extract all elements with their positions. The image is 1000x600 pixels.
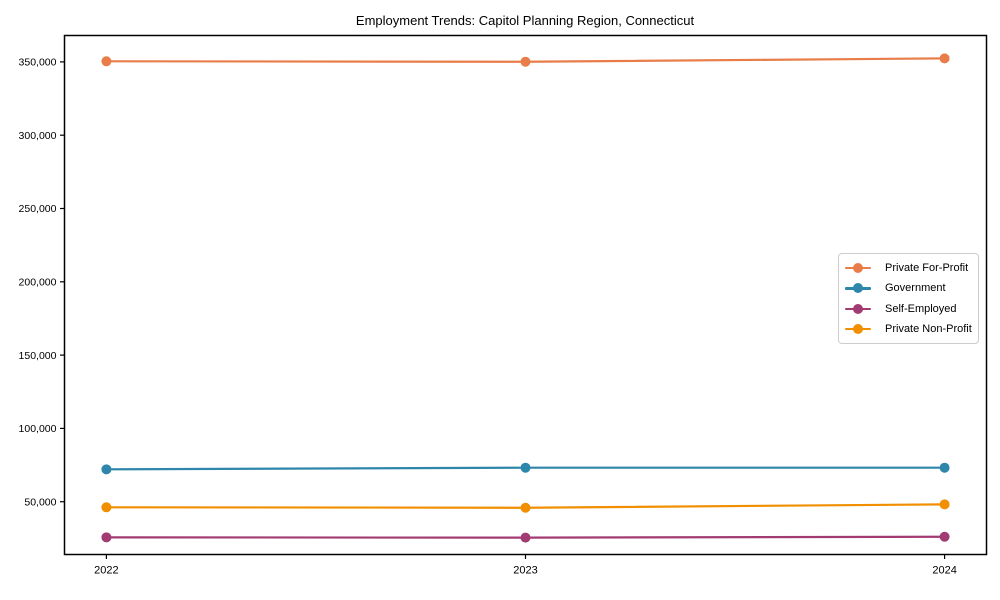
legend-label: Government [885, 282, 946, 295]
data-point [520, 532, 531, 543]
y-tick-label: 100,000 [19, 423, 57, 435]
data-point [101, 532, 112, 543]
legend-label: Private For-Profit [885, 262, 969, 275]
legend-line-marker [845, 323, 871, 334]
x-tick-label: 2024 [932, 565, 956, 577]
data-point [939, 462, 950, 473]
legend-item: Private For-Profit [845, 258, 978, 278]
data-point [520, 462, 531, 473]
data-point [101, 56, 112, 67]
data-point [101, 502, 112, 513]
data-point [101, 464, 112, 475]
legend-line-marker [845, 263, 871, 274]
y-tick-label: 50,000 [24, 496, 56, 508]
legend-label: Self-Employed [885, 302, 957, 315]
y-tick-label: 250,000 [19, 203, 57, 215]
legend-item: Private Non-Profit [845, 319, 978, 339]
legend-line-marker [845, 283, 871, 294]
x-tick-label: 2022 [94, 565, 118, 577]
data-point [520, 502, 531, 513]
y-tick-label: 350,000 [19, 57, 57, 69]
data-point [520, 56, 531, 67]
legend-item: Government [845, 278, 978, 298]
data-point [939, 499, 950, 510]
data-point [939, 53, 950, 64]
y-tick-label: 300,000 [19, 130, 57, 142]
data-point [939, 531, 950, 542]
y-tick-label: 150,000 [19, 350, 57, 362]
x-tick-label: 2023 [513, 565, 537, 577]
legend-line-marker [845, 303, 871, 314]
chart-title: Employment Trends: Capitol Planning Regi… [355, 13, 695, 28]
legend-item: Self-Employed [845, 299, 978, 319]
y-tick-label: 200,000 [19, 277, 57, 289]
legend: Private For-Profit Government Self-Emplo… [838, 253, 979, 344]
legend-label: Private Non-Profit [885, 322, 972, 335]
